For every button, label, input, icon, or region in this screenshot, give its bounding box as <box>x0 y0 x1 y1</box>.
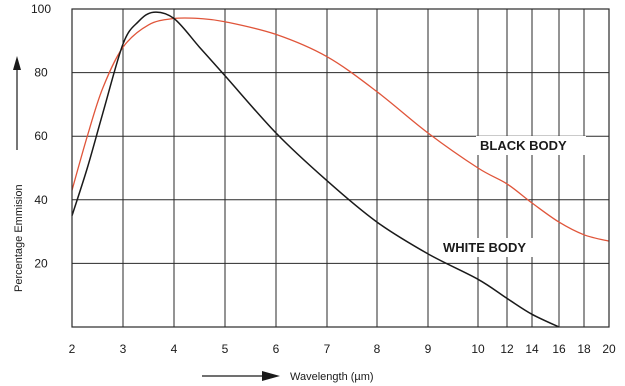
series-line-black-body <box>71 17 610 242</box>
x-tick-label: 20 <box>602 342 616 356</box>
series-label-black-body: BLACK BODY <box>480 138 567 153</box>
y-axis-title: Percentage Emmision <box>13 184 25 292</box>
y-tick-label: 20 <box>34 256 48 270</box>
x-tick-label: 8 <box>374 342 381 356</box>
y-axis-arrow-head <box>13 56 21 70</box>
y-tick-label: 100 <box>31 2 51 16</box>
x-tick-labels: 2 3 4 5 6 7 8 9 10 12 14 16 18 20 <box>69 342 616 356</box>
x-tick-label: 10 <box>471 342 485 356</box>
y-tick-labels: 20 40 60 80 100 <box>31 2 51 270</box>
x-axis-arrow-head <box>262 371 280 381</box>
grid <box>71 8 610 327</box>
x-tick-label: 12 <box>500 342 514 356</box>
y-tick-label: 40 <box>34 193 48 207</box>
series-label-bg <box>439 238 547 257</box>
series-line-white-body <box>71 11 560 328</box>
x-tick-label: 2 <box>69 342 76 356</box>
plot-frame <box>71 8 610 328</box>
x-axis-title: Wavelength (µm) <box>290 371 374 383</box>
x-tick-label: 4 <box>171 342 178 356</box>
series-lines <box>71 11 610 328</box>
y-tick-label: 80 <box>34 66 48 80</box>
series-label-white-body: WHITE BODY <box>443 240 526 255</box>
x-tick-label: 9 <box>425 342 432 356</box>
x-tick-label: 16 <box>552 342 566 356</box>
x-tick-label: 14 <box>525 342 539 356</box>
x-tick-label: 7 <box>324 342 331 356</box>
series-label-bg <box>476 136 586 155</box>
y-tick-label: 60 <box>34 129 48 143</box>
x-tick-label: 5 <box>222 342 229 356</box>
x-tick-label: 3 <box>120 342 127 356</box>
x-tick-label: 18 <box>577 342 591 356</box>
series-labels: BLACK BODY WHITE BODY <box>439 136 586 257</box>
x-tick-label: 6 <box>273 342 280 356</box>
